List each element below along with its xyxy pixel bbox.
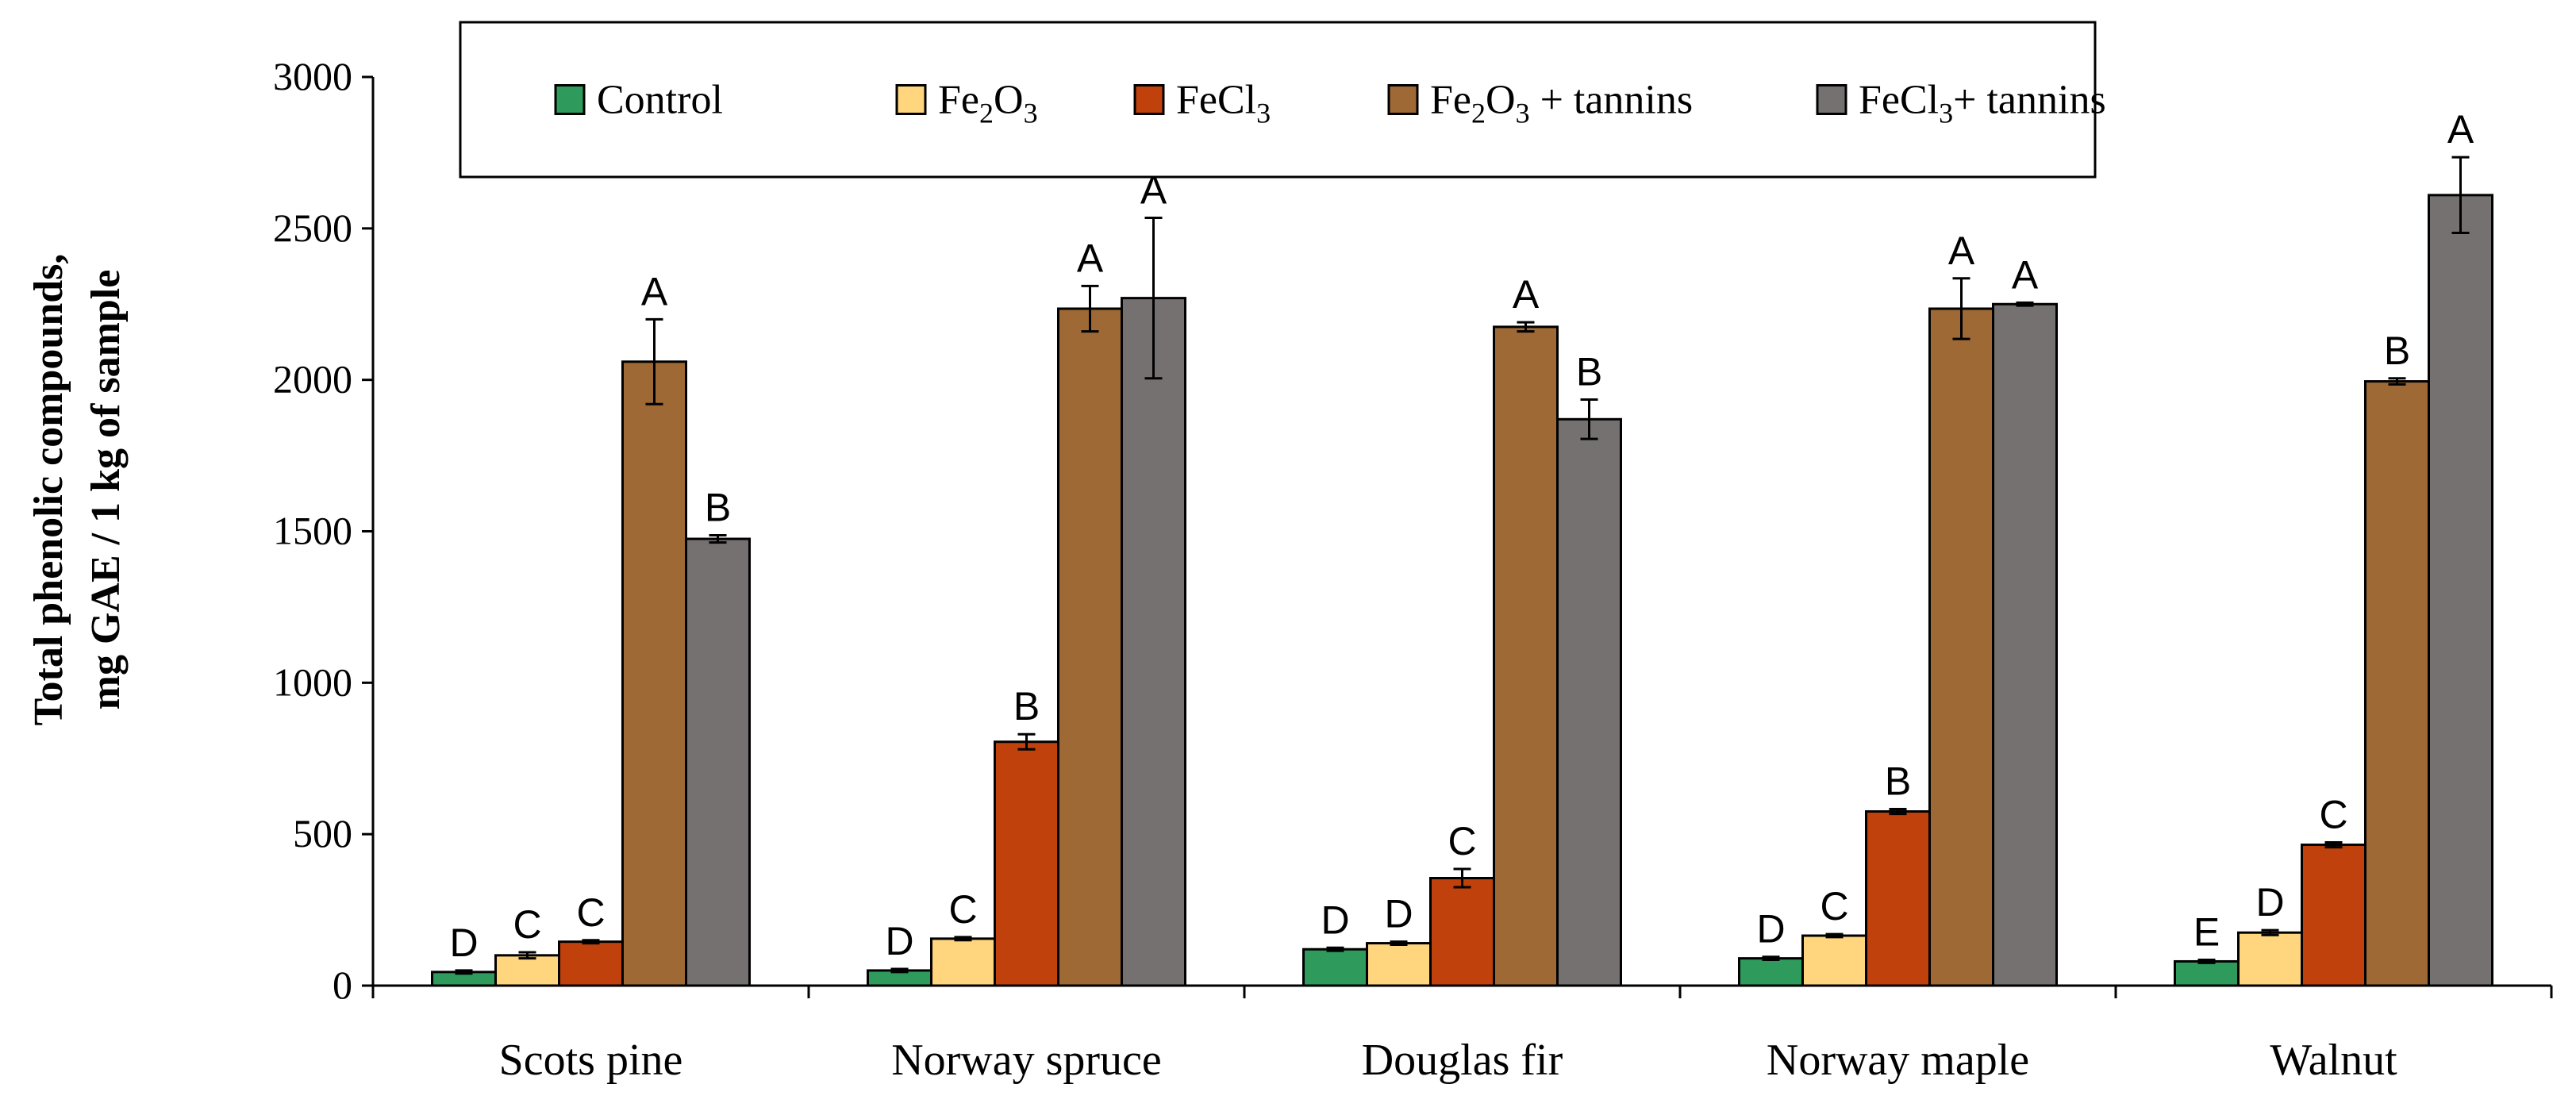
data-label: A xyxy=(641,269,668,313)
bar xyxy=(1429,877,1495,987)
data-label: C xyxy=(576,890,605,935)
bar xyxy=(930,937,996,987)
y-tick-label: 1500 xyxy=(273,509,352,553)
data-label: A xyxy=(2012,252,2039,297)
legend-subscript: 3 xyxy=(1256,98,1271,129)
legend-subscript: 2 xyxy=(979,98,994,129)
bar xyxy=(994,740,1059,987)
y-axis-label-line2: mg GAE / 1 kg of sample xyxy=(83,270,129,710)
data-label: D xyxy=(1384,892,1413,936)
bar xyxy=(1057,307,1123,987)
data-label: C xyxy=(1820,884,1848,928)
bar xyxy=(1121,297,1186,987)
bar xyxy=(494,954,560,987)
category-label: Norway maple xyxy=(1767,1036,2029,1085)
legend-text: Control xyxy=(597,78,723,123)
data-label: B xyxy=(1885,759,1911,803)
category-label: Douglas fir xyxy=(1362,1036,1563,1085)
data-label: B xyxy=(1013,684,1040,728)
legend-text: + tannins xyxy=(1530,78,1694,123)
bar xyxy=(2301,844,2366,987)
data-label: C xyxy=(2319,792,2347,836)
bar xyxy=(1992,302,2058,987)
bar xyxy=(1556,417,1622,987)
legend: Control Fe2O3 FeCl3 Fe2O3 + tannins FeCl3+ t… xyxy=(459,21,2106,179)
bar xyxy=(558,940,624,987)
category-label: Norway spruce xyxy=(891,1036,1162,1085)
data-label: B xyxy=(2384,329,2410,373)
data-label: D xyxy=(885,919,913,963)
bar xyxy=(685,537,751,987)
data-label: A xyxy=(1948,229,1975,273)
data-label: A xyxy=(1513,272,1540,317)
y-tick-label: 2500 xyxy=(273,206,352,250)
legend-subscript: 3 xyxy=(1939,98,1953,129)
data-label: B xyxy=(1576,349,1602,394)
y-tick-label: 0 xyxy=(333,963,352,1007)
data-label: C xyxy=(513,902,541,947)
data-label: B xyxy=(705,485,731,529)
category-label: Walnut xyxy=(2270,1036,2397,1085)
y-axis-label-line1: Total phenolic compounds, xyxy=(26,254,71,726)
data-label: C xyxy=(948,887,977,932)
legend-text: Fe xyxy=(1430,78,1471,123)
legend-label: Fe2O3 xyxy=(938,78,1038,129)
legend-swatch xyxy=(1816,84,1847,115)
legend-swatch xyxy=(1387,84,1419,115)
legend-label: Fe2O3 + tannins xyxy=(1430,78,1693,129)
data-label: C xyxy=(1448,819,1476,863)
bar xyxy=(2428,194,2493,987)
data-label: D xyxy=(1756,907,1785,951)
legend-subscript: 3 xyxy=(1024,98,1038,129)
bar xyxy=(1801,934,1867,987)
bar xyxy=(1865,810,1931,987)
y-tick-label: 500 xyxy=(293,811,352,855)
legend-text: O xyxy=(994,78,1024,123)
legend-text: FeCl xyxy=(1859,78,1939,123)
y-tick-label: 2000 xyxy=(273,357,352,402)
legend-text: O xyxy=(1486,78,1516,123)
data-label: D xyxy=(1321,898,1349,942)
legend-swatch xyxy=(1133,84,1165,115)
y-tick-label: 3000 xyxy=(273,54,352,98)
legend-label: Control xyxy=(597,78,723,123)
bar xyxy=(1928,307,1994,987)
data-label: D xyxy=(449,921,478,965)
legend-text: Fe xyxy=(938,78,979,123)
data-label: A xyxy=(2447,107,2474,152)
bar xyxy=(1302,948,1368,987)
data-label: A xyxy=(1077,236,1104,280)
bar xyxy=(2364,380,2430,987)
bar xyxy=(621,360,687,987)
legend-swatch xyxy=(895,84,927,115)
data-label: D xyxy=(2255,880,2284,925)
bar xyxy=(1366,942,1432,987)
legend-swatch xyxy=(554,84,586,115)
legend-label: FeCl3 xyxy=(1176,78,1271,129)
bar xyxy=(1738,957,1804,987)
y-tick-label: 1000 xyxy=(273,659,352,704)
data-label: E xyxy=(2193,910,2220,955)
legend-text: + tannins xyxy=(1953,78,2106,123)
legend-subscript: 2 xyxy=(1471,98,1486,129)
legend-subscript: 3 xyxy=(1516,98,1530,129)
category-label: Scots pine xyxy=(499,1036,683,1085)
bar xyxy=(2174,959,2240,987)
bar xyxy=(1493,325,1559,987)
bar xyxy=(2237,931,2303,987)
legend-text: FeCl xyxy=(1176,78,1256,123)
legend-label: FeCl3+ tannins xyxy=(1859,78,2106,129)
